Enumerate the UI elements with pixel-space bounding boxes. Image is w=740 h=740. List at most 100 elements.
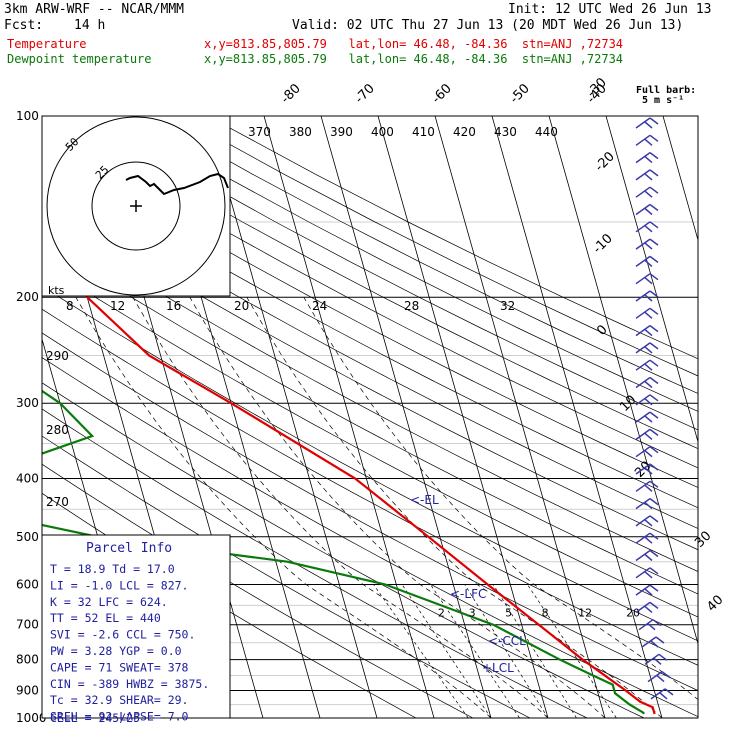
dry-adiabat (42, 357, 698, 717)
dry-adiabat (60, 116, 698, 449)
dry-adiabat (42, 140, 698, 488)
dry-adiabat (42, 435, 531, 718)
hodograph-trace (125, 172, 229, 196)
pressure-label: 500 (16, 530, 39, 544)
wind-barb-flag (644, 346, 653, 354)
wind-barb-flag (649, 152, 659, 160)
wind-barb (635, 273, 651, 285)
pressure-label: 900 (16, 683, 39, 697)
hodograph-units: kts (48, 284, 65, 297)
isotherm-line (548, 116, 698, 646)
init-time: Init: 12 UTC Wed 26 Jun 13 (508, 2, 712, 17)
parcel-marker: <-EL (410, 493, 439, 507)
parcel-info-row: CIN = -389 HWBZ = 3875. (50, 677, 209, 691)
wind-barb-flag (647, 623, 656, 631)
parcel-info-row: TT = 52 EL = 440 (50, 611, 161, 625)
dry-adiabat (148, 116, 698, 394)
wind-barb (635, 428, 651, 441)
wind-barb-flag (649, 238, 659, 246)
mixing-ratio-label: 2 (438, 607, 445, 620)
wind-barb-flag (649, 394, 659, 402)
mixing-ratio-line (464, 584, 549, 718)
wind-barb (635, 290, 651, 302)
wind-barb (635, 376, 651, 389)
wind-barb-flag (649, 480, 659, 488)
parcel-info-row: Tc = 32.9 SHEAR= 29. (50, 693, 188, 707)
moist-adiabat (246, 297, 663, 718)
wind-barb (635, 480, 651, 492)
parcel-info-row: SVI = -2.6 CCL = 750. (50, 628, 195, 642)
dry-adiabat-label: 290 (46, 349, 69, 363)
wind-barb (635, 238, 651, 250)
wind-barb-flag (644, 259, 653, 267)
parcel-info-frame (41, 534, 231, 719)
wind-barb-flag (644, 502, 653, 510)
theta-label: 430 (494, 125, 517, 139)
wind-barb-flag (656, 675, 665, 683)
wind-barb (635, 186, 651, 198)
mixing-ratio-label: 5 (505, 607, 512, 620)
dry-adiabat (178, 116, 698, 377)
speed-axis-label: 32 (500, 299, 515, 313)
wind-barb-flag (649, 169, 659, 177)
wind-barb (635, 515, 651, 527)
dry-adiabat (42, 199, 698, 551)
dry-adiabat (42, 179, 698, 529)
wind-barb (635, 203, 651, 216)
isotherm-line (377, 116, 549, 718)
speed-axis-label: 12 (110, 299, 125, 313)
dry-adiabat-label: 270 (46, 495, 69, 509)
theta-label: 380 (289, 125, 312, 139)
wind-barb-flag (649, 117, 659, 125)
wind-barbs (635, 117, 674, 700)
dry-adiabat (42, 220, 698, 572)
pressure-label: 200 (16, 290, 39, 304)
isotherm-label: -10 (590, 231, 616, 257)
moist-adiabat (303, 297, 698, 701)
wind-barb (635, 134, 651, 146)
theta-label: 410 (412, 125, 435, 139)
isotherm-label: 10 (617, 393, 639, 415)
wind-barb-flag (644, 571, 653, 579)
wind-barb-flag (644, 450, 653, 458)
temperature-legend: Temperature (7, 37, 87, 51)
wind-barb-flag (649, 549, 659, 558)
pressure-label: 300 (16, 396, 39, 410)
parcel-marker: +LCL (482, 661, 514, 675)
hodograph (41, 115, 231, 297)
dry-adiabat (42, 263, 698, 618)
wind-barb-flag (649, 203, 659, 212)
parcel-info-row: PW = 3.28 YGP = 0.0 (50, 644, 182, 658)
mixing-ratio-line (401, 584, 492, 718)
wind-barb (647, 670, 663, 683)
wind-barb-flag (644, 363, 653, 371)
parcel-info-row: K = 32 LFC = 624. (50, 595, 168, 609)
isotherm-line (263, 116, 435, 718)
wind-barb-flag (650, 640, 659, 648)
wind-barb-flag (649, 567, 659, 575)
wind-barb-flag (644, 242, 653, 250)
moist-adiabat (189, 297, 606, 718)
wind-barb-flag (644, 519, 653, 527)
dry-adiabat (42, 308, 698, 666)
dry-adiabat (119, 116, 698, 412)
wind-barb (635, 255, 651, 268)
wind-barb-flag (649, 498, 659, 506)
wind-barb-flag (649, 515, 659, 523)
wind-barb (635, 446, 651, 458)
isotherm-line (720, 116, 740, 718)
hodograph-ring (91, 161, 181, 251)
wind-barb (635, 117, 651, 129)
mixing-ratio-line (373, 584, 469, 718)
wind-barb-flag (644, 605, 653, 613)
dewpoint-line (42, 389, 645, 715)
mixing-ratio-line (492, 584, 577, 718)
plot-area (42, 116, 740, 718)
hodograph-center (130, 200, 142, 212)
isotherm-label: -20 (592, 149, 618, 175)
forecast-label: Fcst: (4, 18, 44, 33)
wind-barb-flag (644, 380, 653, 389)
isotherm-label: 30 (692, 529, 714, 551)
isotherm-label: -50 (507, 81, 533, 107)
plot-frame (41, 115, 699, 719)
